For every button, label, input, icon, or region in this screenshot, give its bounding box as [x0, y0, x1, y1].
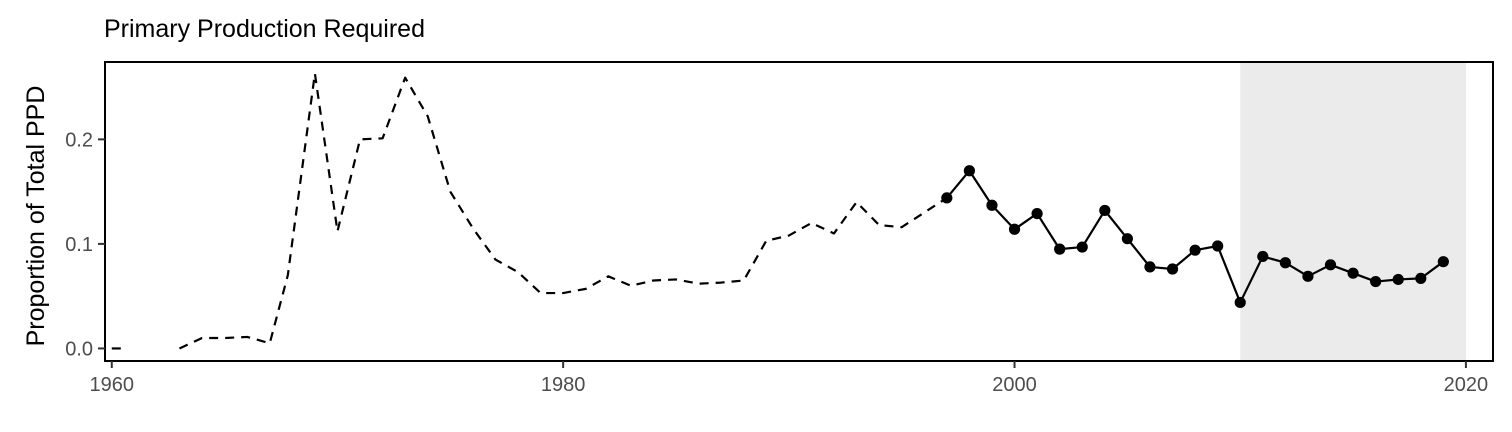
data-point-2007: [1166, 263, 1179, 275]
dashed-series-line-1: [179, 72, 948, 350]
data-point-2012: [1279, 257, 1291, 269]
x-tick-label-1960: 1960: [90, 374, 135, 396]
data-point-2011: [1257, 250, 1269, 263]
data-point-2013: [1302, 270, 1314, 282]
data-point-2018: [1415, 272, 1427, 285]
data-point-2008: [1189, 244, 1201, 256]
data-point-2015: [1347, 267, 1359, 279]
data-point-2016: [1370, 275, 1382, 288]
data-point-2014: [1324, 259, 1337, 271]
data-point-2010: [1234, 296, 1246, 309]
data-point-2005: [1121, 233, 1133, 245]
data-point-2001: [1031, 207, 1043, 220]
x-tick-label-1980: 1980: [541, 374, 586, 396]
data-point-2004: [1099, 204, 1111, 217]
y-tick-label-0.2: 0.2: [65, 129, 93, 151]
data-point-1998: [963, 165, 976, 177]
y-tick-label-0: 0.0: [65, 338, 93, 360]
data-point-1997: [941, 192, 953, 204]
data-point-2006: [1144, 261, 1156, 273]
data-point-2000: [1008, 223, 1021, 235]
data-point-2003: [1076, 241, 1088, 253]
chart-title: Primary Production Required: [104, 15, 425, 43]
y-tick-label-0.1: 0.1: [65, 234, 93, 256]
data-point-1999: [986, 199, 998, 211]
panel-border: [104, 61, 1494, 362]
x-tick-label-2020: 2020: [1444, 374, 1489, 396]
data-point-2002: [1054, 243, 1066, 255]
x-tick-label-2000: 2000: [992, 374, 1037, 396]
shaded-region: [1240, 62, 1466, 361]
data-point-2009: [1212, 240, 1224, 252]
data-point-2019: [1437, 256, 1449, 268]
y-axis-title: Proportion of Total PPD: [22, 86, 50, 347]
plot-panel: 1960 1980 2000 2020 0.0 0.1 0.2: [65, 61, 1494, 396]
data-point-2017: [1392, 273, 1404, 286]
